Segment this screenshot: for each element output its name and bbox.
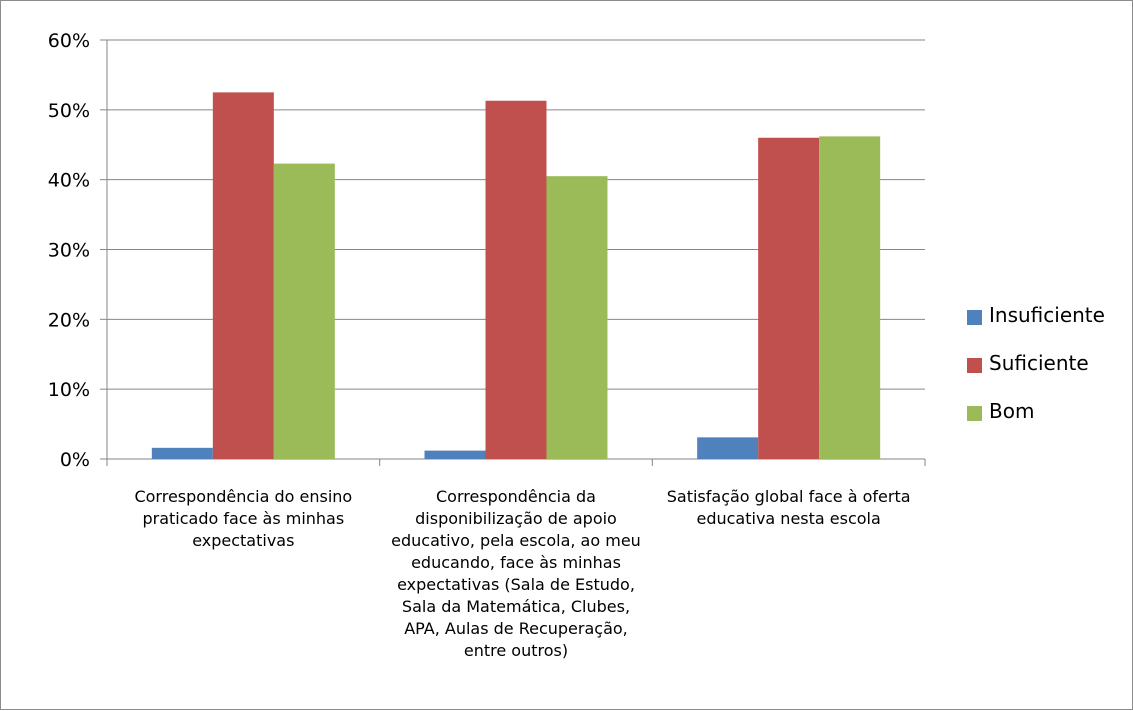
- legend-label-insuficiente: Insuficiente: [989, 303, 1105, 327]
- bar-insuficiente-2: [424, 450, 486, 459]
- y-tick-label: 10%: [48, 379, 90, 401]
- y-tick-label: 50%: [48, 100, 90, 122]
- legend-label-bom: Bom: [989, 399, 1035, 423]
- y-tick-label: 30%: [48, 240, 90, 262]
- legend-swatch-suficiente: [967, 358, 982, 373]
- bar-suficiente-2: [485, 100, 547, 459]
- legend-swatch-bom: [967, 406, 982, 421]
- legend-swatch-insuficiente: [967, 310, 982, 325]
- legend-label-suficiente: Suficiente: [989, 351, 1089, 375]
- y-tick-label: 20%: [48, 309, 90, 331]
- x-category-label: Correspondência do ensino praticado face…: [134, 487, 353, 550]
- bar-bom-2: [546, 176, 608, 460]
- bar-insuficiente-1: [151, 447, 213, 459]
- bar-suficiente-1: [212, 92, 274, 459]
- x-category-label: Correspondência da disponibilização de a…: [391, 487, 641, 660]
- x-category-label: Satisfação global face à oferta educativ…: [666, 487, 911, 528]
- bar-bom-1: [273, 163, 335, 460]
- bar-bom-3: [819, 136, 881, 459]
- y-tick-label: 40%: [48, 170, 90, 192]
- y-tick-label: 60%: [48, 30, 90, 52]
- y-tick-label: 0%: [60, 449, 90, 471]
- bar-suficiente-3: [758, 137, 820, 459]
- bar-insuficiente-3: [697, 437, 759, 459]
